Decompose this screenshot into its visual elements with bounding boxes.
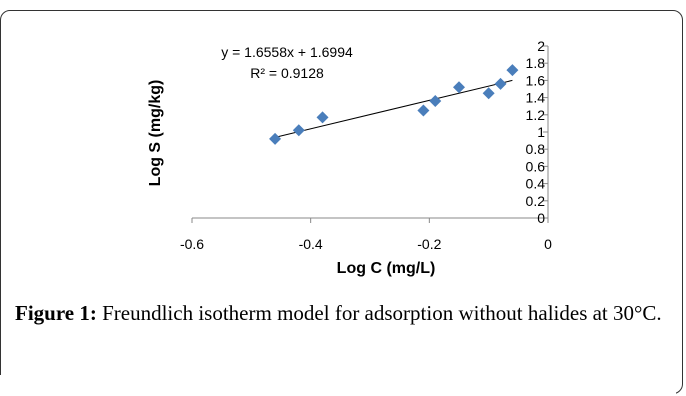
y-tick-label: 2 <box>537 38 545 54</box>
ticks: -0.6 -0.4 -0.2 000.20.40.60.811.21.41.61.82 <box>180 38 552 252</box>
figure-caption: Figure 1: Freundlich isotherm model for … <box>15 300 675 327</box>
trendline-group <box>274 79 513 138</box>
y-tick-label: 0.8 <box>526 141 546 157</box>
trendline-equation: y = 1.6558x + 1.6994 <box>221 44 353 60</box>
data-point <box>417 104 430 117</box>
figure-frame <box>0 10 683 394</box>
data-point <box>269 132 282 145</box>
data-point <box>506 64 519 77</box>
trendline-r2: R² = 0.9128 <box>250 65 324 81</box>
caption-label: Figure 1: <box>15 301 97 325</box>
data-points <box>269 64 519 145</box>
x-axis-label: Log C (mg/L) <box>337 260 436 277</box>
trendline <box>274 79 513 138</box>
data-point <box>316 111 329 124</box>
y-tick-label: 0.4 <box>526 176 546 192</box>
y-tick-label: 0.6 <box>526 158 546 174</box>
bottom-gap <box>0 375 676 396</box>
data-point <box>292 124 305 137</box>
x-tick-label: -0.6 <box>180 236 204 252</box>
x-tick-label: -0.4 <box>299 236 323 252</box>
y-axis-label: Log S (mg/kg) <box>147 80 164 187</box>
y-tick-label: 1.2 <box>526 107 546 123</box>
data-point <box>494 77 507 90</box>
data-point <box>453 81 465 94</box>
y-tick-label: 1.6 <box>526 72 546 88</box>
data-point <box>482 87 495 100</box>
y-tick-label: 0.2 <box>526 193 546 209</box>
y-tick-label: 1.8 <box>526 55 546 71</box>
y-tick-label: 1 <box>537 124 545 140</box>
data-point <box>429 95 442 108</box>
x-tick-label: -0.2 <box>417 236 441 252</box>
caption-text: Freundlich isotherm model for adsorption… <box>96 301 662 325</box>
x-tick-label: 0 <box>544 236 552 252</box>
y-tick-label: 0 <box>537 210 545 226</box>
y-tick-label: 1.4 <box>526 90 546 106</box>
chart-axes <box>192 46 549 219</box>
